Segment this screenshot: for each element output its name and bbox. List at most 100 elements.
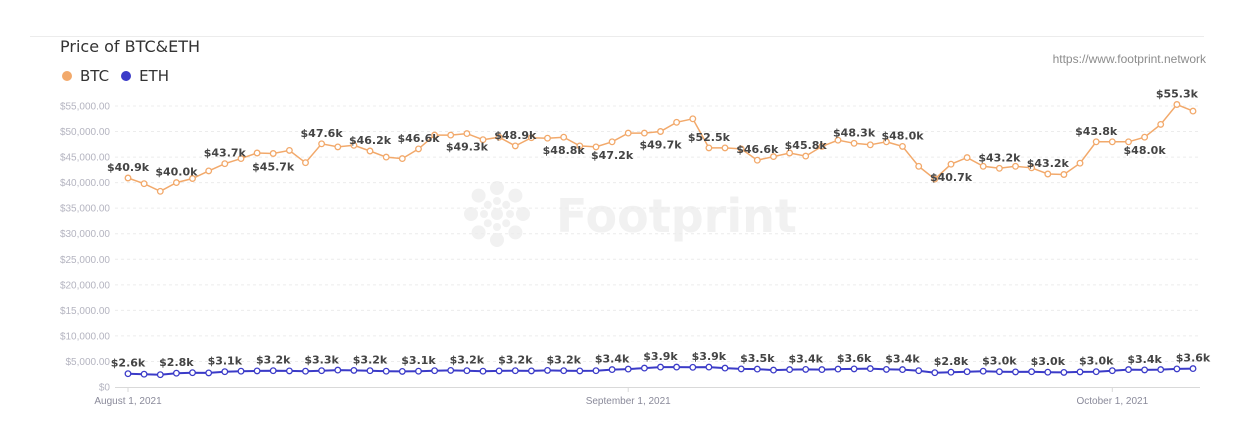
data-point-eth[interactable] <box>818 366 826 374</box>
data-point-btc[interactable] <box>640 129 648 137</box>
data-point-eth[interactable] <box>786 366 794 374</box>
data-point-eth[interactable] <box>511 367 519 375</box>
data-point-eth[interactable] <box>560 367 568 375</box>
data-point-eth[interactable] <box>1108 367 1116 375</box>
data-point-btc[interactable] <box>931 175 939 183</box>
data-point-btc[interactable] <box>511 142 519 150</box>
data-point-btc[interactable] <box>786 149 794 157</box>
data-point-eth[interactable] <box>1012 368 1019 376</box>
data-point-btc[interactable] <box>673 118 681 126</box>
data-point-eth[interactable] <box>1125 366 1132 374</box>
data-point-eth[interactable] <box>1044 368 1052 376</box>
data-point-btc[interactable] <box>689 115 697 123</box>
data-point-eth[interactable] <box>124 370 132 378</box>
data-point-btc[interactable] <box>882 138 890 146</box>
data-point-eth[interactable] <box>1141 366 1149 374</box>
data-point-eth[interactable] <box>366 367 374 375</box>
data-point-btc[interactable] <box>850 139 858 147</box>
data-point-eth[interactable] <box>1157 366 1165 374</box>
data-point-btc[interactable] <box>995 164 1003 172</box>
data-point-eth[interactable] <box>995 368 1003 376</box>
data-point-btc[interactable] <box>318 140 326 148</box>
data-point-btc[interactable] <box>205 167 213 175</box>
data-point-btc[interactable] <box>963 154 971 162</box>
data-point-btc[interactable] <box>753 156 761 164</box>
data-point-btc[interactable] <box>624 129 632 137</box>
data-point-eth[interactable] <box>285 367 293 375</box>
data-point-eth[interactable] <box>140 370 148 378</box>
data-point-btc[interactable] <box>366 147 374 155</box>
data-point-btc[interactable] <box>350 141 358 149</box>
data-point-btc[interactable] <box>156 187 164 195</box>
data-point-btc[interactable] <box>818 142 826 150</box>
data-point-btc[interactable] <box>447 131 455 139</box>
data-point-eth[interactable] <box>1076 368 1084 376</box>
data-point-btc[interactable] <box>737 145 745 153</box>
data-point-btc[interactable] <box>979 162 987 170</box>
data-point-btc[interactable] <box>398 155 406 163</box>
data-point-eth[interactable] <box>899 366 906 374</box>
data-point-btc[interactable] <box>866 141 874 149</box>
legend-item-eth[interactable]: ETH <box>121 67 169 85</box>
data-point-eth[interactable] <box>237 367 245 375</box>
data-point-btc[interactable] <box>253 149 261 157</box>
data-point-btc[interactable] <box>285 146 293 154</box>
data-point-eth[interactable] <box>689 363 697 371</box>
data-point-eth[interactable] <box>947 368 955 376</box>
data-point-btc[interactable] <box>237 155 245 163</box>
data-point-eth[interactable] <box>608 366 616 374</box>
data-point-btc[interactable] <box>269 150 277 157</box>
data-point-eth[interactable] <box>850 365 858 373</box>
data-point-eth[interactable] <box>640 364 648 372</box>
data-point-btc[interactable] <box>495 133 503 141</box>
data-point-btc[interactable] <box>770 153 777 161</box>
data-point-eth[interactable] <box>398 367 406 375</box>
data-point-eth[interactable] <box>269 367 277 375</box>
data-point-eth[interactable] <box>753 365 761 373</box>
data-point-btc[interactable] <box>1125 138 1132 146</box>
data-point-btc[interactable] <box>1108 138 1116 146</box>
data-point-eth[interactable] <box>189 369 196 377</box>
data-point-btc[interactable] <box>415 145 422 153</box>
data-point-btc[interactable] <box>608 138 616 146</box>
data-point-btc[interactable] <box>899 142 906 150</box>
data-point-eth[interactable] <box>802 365 810 373</box>
data-point-btc[interactable] <box>705 144 713 152</box>
data-point-eth[interactable] <box>156 371 164 379</box>
data-point-eth[interactable] <box>479 367 487 375</box>
data-point-btc[interactable] <box>1012 162 1019 170</box>
data-point-btc[interactable] <box>382 153 390 161</box>
data-point-btc[interactable] <box>915 162 923 170</box>
data-point-eth[interactable] <box>576 367 584 375</box>
data-point-eth[interactable] <box>673 363 681 371</box>
data-point-btc[interactable] <box>334 143 342 151</box>
data-point-eth[interactable] <box>624 365 632 373</box>
data-point-eth[interactable] <box>737 365 745 373</box>
data-point-btc[interactable] <box>221 160 229 168</box>
data-point-btc[interactable] <box>834 136 842 144</box>
data-point-btc[interactable] <box>302 159 309 167</box>
data-point-eth[interactable] <box>447 366 455 374</box>
data-point-btc[interactable] <box>947 160 955 168</box>
data-point-btc[interactable] <box>592 143 600 151</box>
data-point-eth[interactable] <box>915 367 923 375</box>
data-point-eth[interactable] <box>1092 368 1100 376</box>
data-point-eth[interactable] <box>302 367 309 375</box>
data-point-eth[interactable] <box>253 367 261 375</box>
data-point-eth[interactable] <box>592 367 600 375</box>
data-point-eth[interactable] <box>1060 368 1068 376</box>
data-point-btc[interactable] <box>802 152 810 160</box>
data-point-eth[interactable] <box>318 367 326 375</box>
data-point-eth[interactable] <box>431 367 439 375</box>
data-point-eth[interactable] <box>1189 365 1197 373</box>
data-point-eth[interactable] <box>882 365 890 373</box>
data-point-btc[interactable] <box>431 131 439 139</box>
data-point-btc[interactable] <box>1076 159 1084 167</box>
data-point-eth[interactable] <box>1173 365 1181 373</box>
data-point-btc[interactable] <box>172 179 180 187</box>
data-point-btc[interactable] <box>1060 171 1068 178</box>
data-point-btc[interactable] <box>1141 133 1149 141</box>
data-point-btc[interactable] <box>544 134 551 142</box>
data-point-eth[interactable] <box>527 367 535 375</box>
data-point-btc[interactable] <box>560 133 568 141</box>
